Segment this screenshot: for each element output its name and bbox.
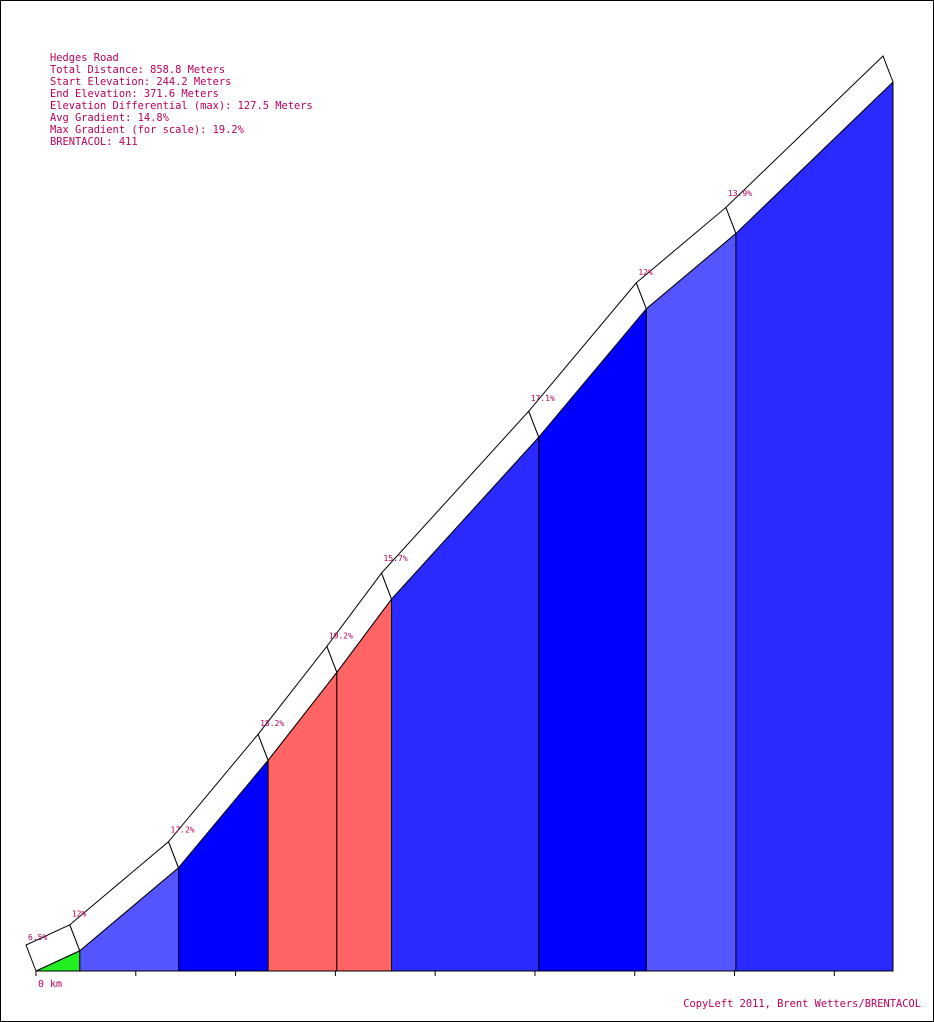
gradient-label-3: 18.2% [260, 719, 284, 728]
start-elevation-text: Start Elevation: 244.2 Meters [50, 76, 232, 88]
gradient-label-1: 12% [72, 910, 87, 919]
gradient-label-4: 19.2% [329, 632, 353, 641]
route-title: Hedges Road [50, 52, 119, 64]
max-gradient-text: Max Gradient (for scale): 19.2% [50, 124, 244, 136]
gradient-label-5: 15.7% [384, 554, 408, 563]
avg-gradient-text: Avg Gradient: 14.8% [50, 112, 169, 124]
gradient-label-0: 6.5% [28, 933, 47, 942]
gradient-label-8: 13.9% [728, 189, 752, 198]
x-axis-start-label: 0 km [38, 979, 62, 990]
gradient-label-2: 17.2% [171, 825, 195, 834]
brentacol-score-text: BRENTACOL: 411 [50, 136, 138, 148]
end-elevation-text: End Elevation: 371.6 Meters [50, 88, 219, 100]
route-info-block: Hedges Road Total Distance: 858.8 Meters… [50, 52, 313, 148]
total-distance-text: Total Distance: 858.8 Meters [50, 64, 226, 76]
segment-fill-8 [735, 80, 894, 972]
segment-fill-7 [645, 232, 737, 972]
road-ribbon-8 [725, 55, 894, 235]
elevation-differential-text: Elevation Differential (max): 127.5 Mete… [50, 100, 313, 112]
copyright-text: CopyLeft 2011, Brent Wetters/BRENTACOL [683, 998, 921, 1010]
gradient-label-7: 12% [638, 268, 653, 277]
gradient-label-6: 17.1% [531, 394, 555, 403]
